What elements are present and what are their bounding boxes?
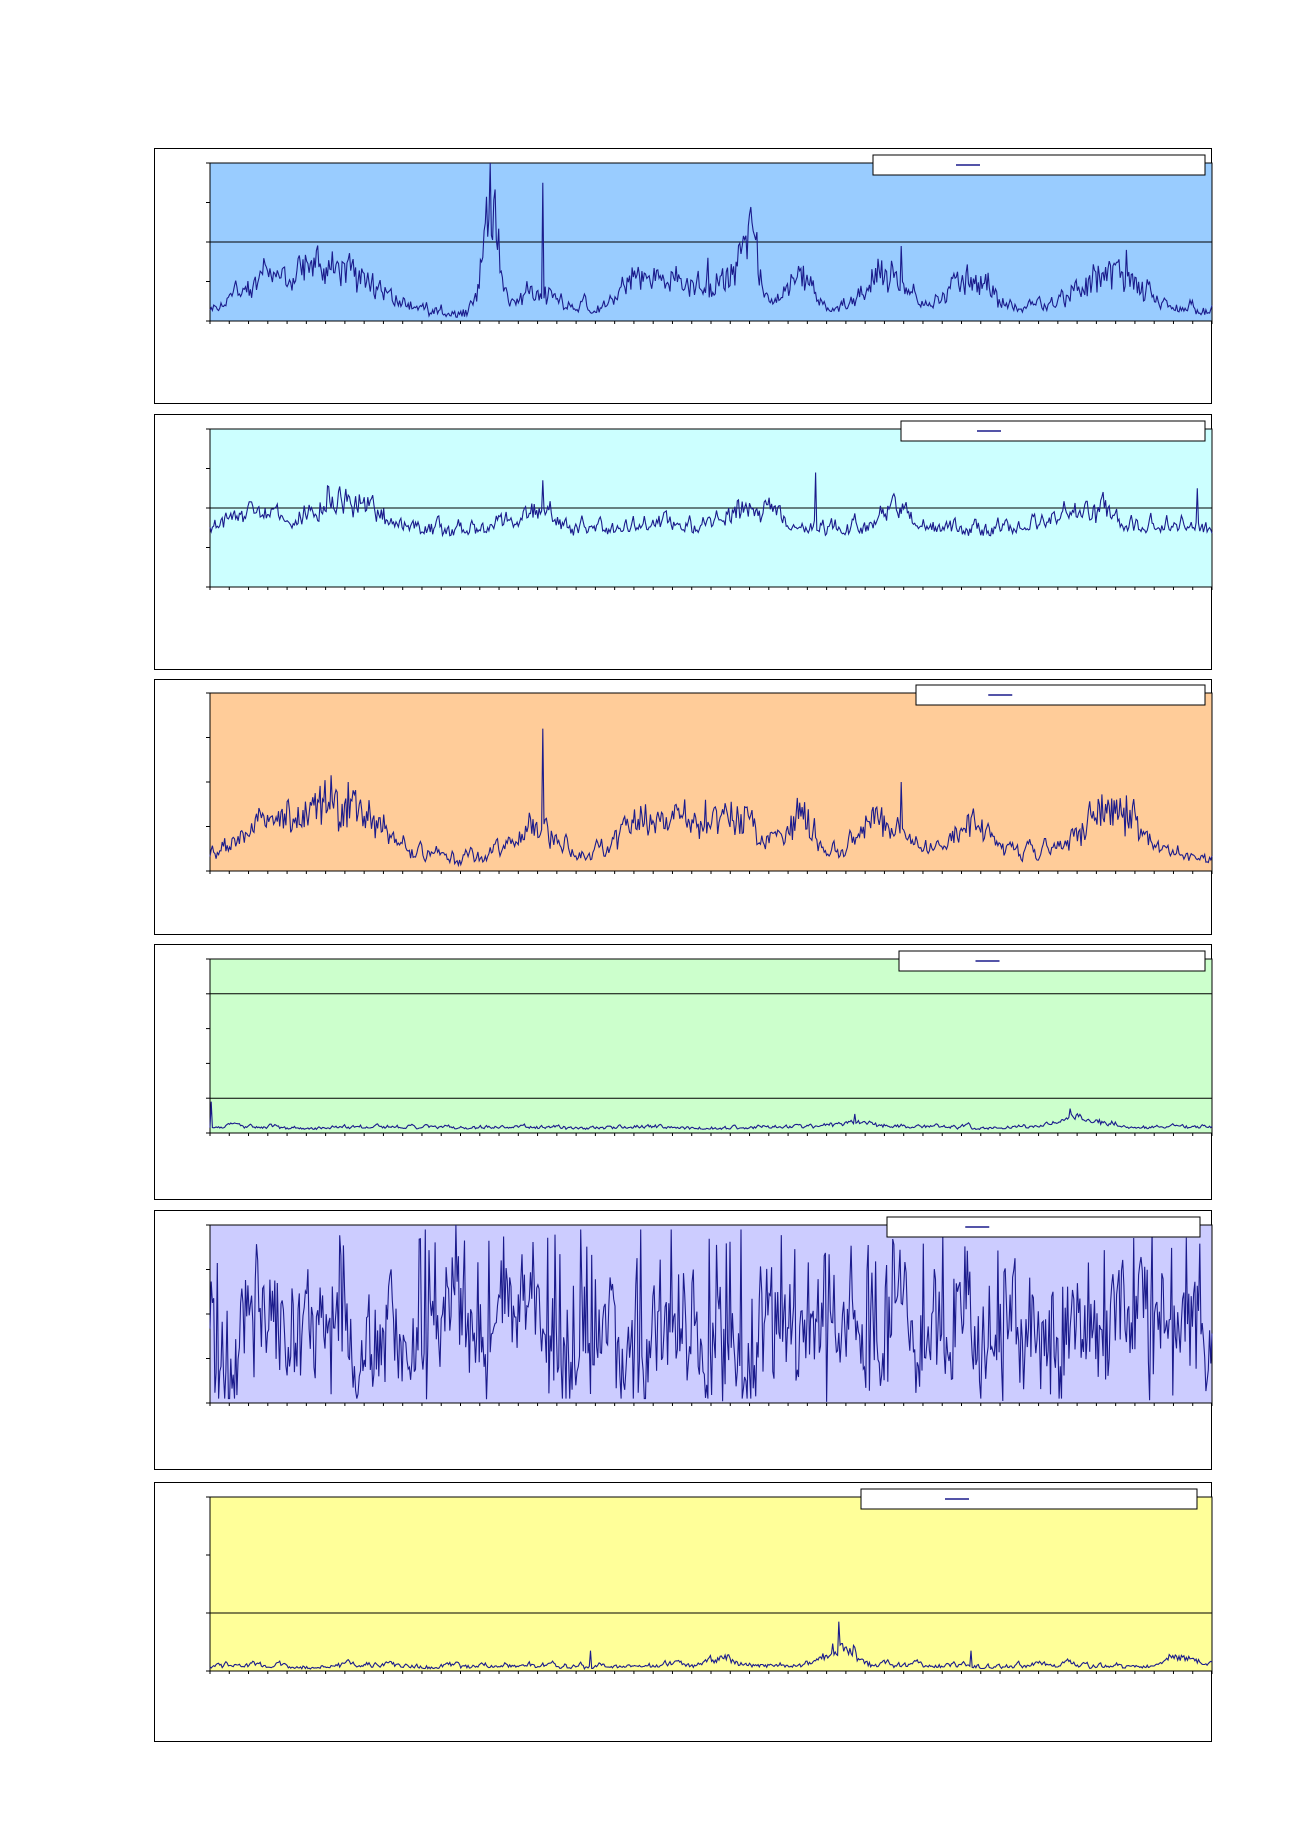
chart-svg-4 [206, 950, 1213, 1136]
legend-box [915, 684, 1206, 706]
plot-area [209, 692, 1213, 872]
series-line [209, 1101, 1213, 1131]
legend-box [886, 1216, 1201, 1238]
chart-svg-1 [206, 154, 1213, 324]
chart-panel-2 [154, 414, 1213, 670]
chart-svg-6 [206, 1488, 1213, 1674]
plot-area [209, 958, 1213, 1134]
series-line [209, 728, 1213, 868]
legend-box [900, 420, 1206, 442]
series-line [209, 1224, 1213, 1402]
chart-panel-5 [154, 1210, 1213, 1470]
chart-panel-4 [154, 944, 1213, 1200]
chart-panel-3 [154, 679, 1213, 935]
plot-area [209, 1496, 1213, 1672]
legend-box [872, 154, 1206, 176]
chart-svg-5 [206, 1216, 1213, 1406]
chart-panel-6 [154, 1482, 1213, 1742]
chart-svg-3 [206, 684, 1213, 874]
series-line [209, 162, 1213, 318]
chart-svg-2 [206, 420, 1213, 590]
chart-panel-1 [154, 148, 1213, 404]
series-line [209, 1621, 1213, 1671]
legend-box [860, 1488, 1198, 1510]
legend-box [898, 950, 1206, 972]
series-line [209, 472, 1213, 538]
